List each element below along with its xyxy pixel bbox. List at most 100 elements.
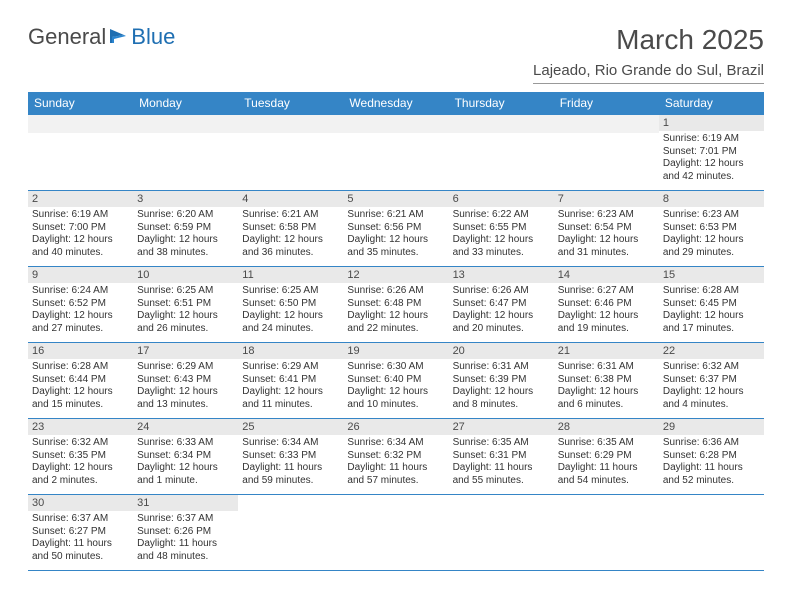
calendar-cell: 23Sunrise: 6:32 AMSunset: 6:35 PMDayligh…	[28, 419, 133, 495]
day-details: Sunrise: 6:31 AMSunset: 6:38 PMDaylight:…	[554, 359, 659, 415]
day-details: Sunrise: 6:19 AMSunset: 7:01 PMDaylight:…	[659, 131, 764, 187]
calendar-cell: 28Sunrise: 6:35 AMSunset: 6:29 PMDayligh…	[554, 419, 659, 495]
day-number: 13	[449, 267, 554, 283]
daylight-text: Daylight: 11 hours and 55 minutes.	[453, 462, 550, 487]
sunrise-text: Sunrise: 6:32 AM	[32, 437, 129, 450]
daylight-text: Daylight: 12 hours and 15 minutes.	[32, 386, 129, 411]
day-number: 26	[343, 419, 448, 435]
sunrise-text: Sunrise: 6:26 AM	[453, 285, 550, 298]
calendar-cell-blank	[133, 115, 238, 191]
sunset-text: Sunset: 6:59 PM	[137, 222, 234, 235]
sunrise-text: Sunrise: 6:33 AM	[137, 437, 234, 450]
calendar-cell: 5Sunrise: 6:21 AMSunset: 6:56 PMDaylight…	[343, 191, 448, 267]
logo-text-b: Blue	[131, 24, 175, 50]
calendar-cell: 27Sunrise: 6:35 AMSunset: 6:31 PMDayligh…	[449, 419, 554, 495]
calendar-cell: 14Sunrise: 6:27 AMSunset: 6:46 PMDayligh…	[554, 267, 659, 343]
day-number: 25	[238, 419, 343, 435]
day-number: 23	[28, 419, 133, 435]
day-details: Sunrise: 6:32 AMSunset: 6:35 PMDaylight:…	[28, 435, 133, 491]
sunset-text: Sunset: 6:50 PM	[242, 298, 339, 311]
calendar-cell: 25Sunrise: 6:34 AMSunset: 6:33 PMDayligh…	[238, 419, 343, 495]
calendar-cell-blank	[659, 495, 764, 571]
sunset-text: Sunset: 6:47 PM	[453, 298, 550, 311]
sunrise-text: Sunrise: 6:23 AM	[663, 209, 760, 222]
sunrise-text: Sunrise: 6:26 AM	[347, 285, 444, 298]
weekday-header: Wednesday	[343, 92, 448, 115]
daylight-text: Daylight: 12 hours and 10 minutes.	[347, 386, 444, 411]
calendar-cell: 1Sunrise: 6:19 AMSunset: 7:01 PMDaylight…	[659, 115, 764, 191]
day-number: 7	[554, 191, 659, 207]
sunset-text: Sunset: 6:31 PM	[453, 450, 550, 463]
sunset-text: Sunset: 6:33 PM	[242, 450, 339, 463]
sunset-text: Sunset: 6:48 PM	[347, 298, 444, 311]
day-number: 10	[133, 267, 238, 283]
daylight-text: Daylight: 12 hours and 40 minutes.	[32, 234, 129, 259]
calendar-cell: 11Sunrise: 6:25 AMSunset: 6:50 PMDayligh…	[238, 267, 343, 343]
daylight-text: Daylight: 12 hours and 33 minutes.	[453, 234, 550, 259]
calendar-cell: 12Sunrise: 6:26 AMSunset: 6:48 PMDayligh…	[343, 267, 448, 343]
sunset-text: Sunset: 6:56 PM	[347, 222, 444, 235]
sunrise-text: Sunrise: 6:29 AM	[242, 361, 339, 374]
sunrise-text: Sunrise: 6:37 AM	[32, 513, 129, 526]
day-number: 15	[659, 267, 764, 283]
calendar-cell: 17Sunrise: 6:29 AMSunset: 6:43 PMDayligh…	[133, 343, 238, 419]
calendar-cell: 13Sunrise: 6:26 AMSunset: 6:47 PMDayligh…	[449, 267, 554, 343]
calendar-cell-blank	[343, 115, 448, 191]
calendar-row: 2Sunrise: 6:19 AMSunset: 7:00 PMDaylight…	[28, 191, 764, 267]
calendar-cell: 3Sunrise: 6:20 AMSunset: 6:59 PMDaylight…	[133, 191, 238, 267]
day-details: Sunrise: 6:26 AMSunset: 6:48 PMDaylight:…	[343, 283, 448, 339]
day-number: 24	[133, 419, 238, 435]
calendar-cell: 30Sunrise: 6:37 AMSunset: 6:27 PMDayligh…	[28, 495, 133, 571]
weekday-header: Tuesday	[238, 92, 343, 115]
sunset-text: Sunset: 6:40 PM	[347, 374, 444, 387]
day-details: Sunrise: 6:23 AMSunset: 6:54 PMDaylight:…	[554, 207, 659, 263]
sunset-text: Sunset: 6:28 PM	[663, 450, 760, 463]
day-details: Sunrise: 6:25 AMSunset: 6:50 PMDaylight:…	[238, 283, 343, 339]
day-number: 21	[554, 343, 659, 359]
header: General Blue March 2025 Lajeado, Rio Gra…	[28, 24, 764, 84]
day-number: 8	[659, 191, 764, 207]
sunset-text: Sunset: 6:44 PM	[32, 374, 129, 387]
daylight-text: Daylight: 12 hours and 8 minutes.	[453, 386, 550, 411]
day-details: Sunrise: 6:29 AMSunset: 6:43 PMDaylight:…	[133, 359, 238, 415]
sunset-text: Sunset: 7:00 PM	[32, 222, 129, 235]
daylight-text: Daylight: 12 hours and 2 minutes.	[32, 462, 129, 487]
sunrise-text: Sunrise: 6:19 AM	[32, 209, 129, 222]
sunset-text: Sunset: 6:43 PM	[137, 374, 234, 387]
day-details: Sunrise: 6:31 AMSunset: 6:39 PMDaylight:…	[449, 359, 554, 415]
weekday-header-row: SundayMondayTuesdayWednesdayThursdayFrid…	[28, 92, 764, 115]
sunrise-text: Sunrise: 6:25 AM	[137, 285, 234, 298]
day-details: Sunrise: 6:27 AMSunset: 6:46 PMDaylight:…	[554, 283, 659, 339]
daylight-text: Daylight: 12 hours and 1 minute.	[137, 462, 234, 487]
sunrise-text: Sunrise: 6:28 AM	[663, 285, 760, 298]
sunrise-text: Sunrise: 6:34 AM	[347, 437, 444, 450]
day-number: 16	[28, 343, 133, 359]
daylight-text: Daylight: 12 hours and 11 minutes.	[242, 386, 339, 411]
sunset-text: Sunset: 6:37 PM	[663, 374, 760, 387]
sunrise-text: Sunrise: 6:34 AM	[242, 437, 339, 450]
sunset-text: Sunset: 6:38 PM	[558, 374, 655, 387]
sunrise-text: Sunrise: 6:21 AM	[347, 209, 444, 222]
sunrise-text: Sunrise: 6:37 AM	[137, 513, 234, 526]
day-details: Sunrise: 6:21 AMSunset: 6:58 PMDaylight:…	[238, 207, 343, 263]
day-number: 29	[659, 419, 764, 435]
calendar-cell: 8Sunrise: 6:23 AMSunset: 6:53 PMDaylight…	[659, 191, 764, 267]
sunrise-text: Sunrise: 6:32 AM	[663, 361, 760, 374]
blank-bar	[554, 115, 659, 133]
daylight-text: Daylight: 11 hours and 50 minutes.	[32, 538, 129, 563]
sunrise-text: Sunrise: 6:21 AM	[242, 209, 339, 222]
sunset-text: Sunset: 6:51 PM	[137, 298, 234, 311]
calendar-cell: 20Sunrise: 6:31 AMSunset: 6:39 PMDayligh…	[449, 343, 554, 419]
day-details: Sunrise: 6:30 AMSunset: 6:40 PMDaylight:…	[343, 359, 448, 415]
blank-bar	[238, 115, 343, 133]
calendar-row: 30Sunrise: 6:37 AMSunset: 6:27 PMDayligh…	[28, 495, 764, 571]
calendar-cell: 31Sunrise: 6:37 AMSunset: 6:26 PMDayligh…	[133, 495, 238, 571]
day-details: Sunrise: 6:20 AMSunset: 6:59 PMDaylight:…	[133, 207, 238, 263]
calendar-cell: 2Sunrise: 6:19 AMSunset: 7:00 PMDaylight…	[28, 191, 133, 267]
day-details: Sunrise: 6:36 AMSunset: 6:28 PMDaylight:…	[659, 435, 764, 491]
calendar-row: 23Sunrise: 6:32 AMSunset: 6:35 PMDayligh…	[28, 419, 764, 495]
calendar-cell: 7Sunrise: 6:23 AMSunset: 6:54 PMDaylight…	[554, 191, 659, 267]
sunrise-text: Sunrise: 6:31 AM	[558, 361, 655, 374]
calendar-cell-blank	[449, 115, 554, 191]
day-details: Sunrise: 6:23 AMSunset: 6:53 PMDaylight:…	[659, 207, 764, 263]
